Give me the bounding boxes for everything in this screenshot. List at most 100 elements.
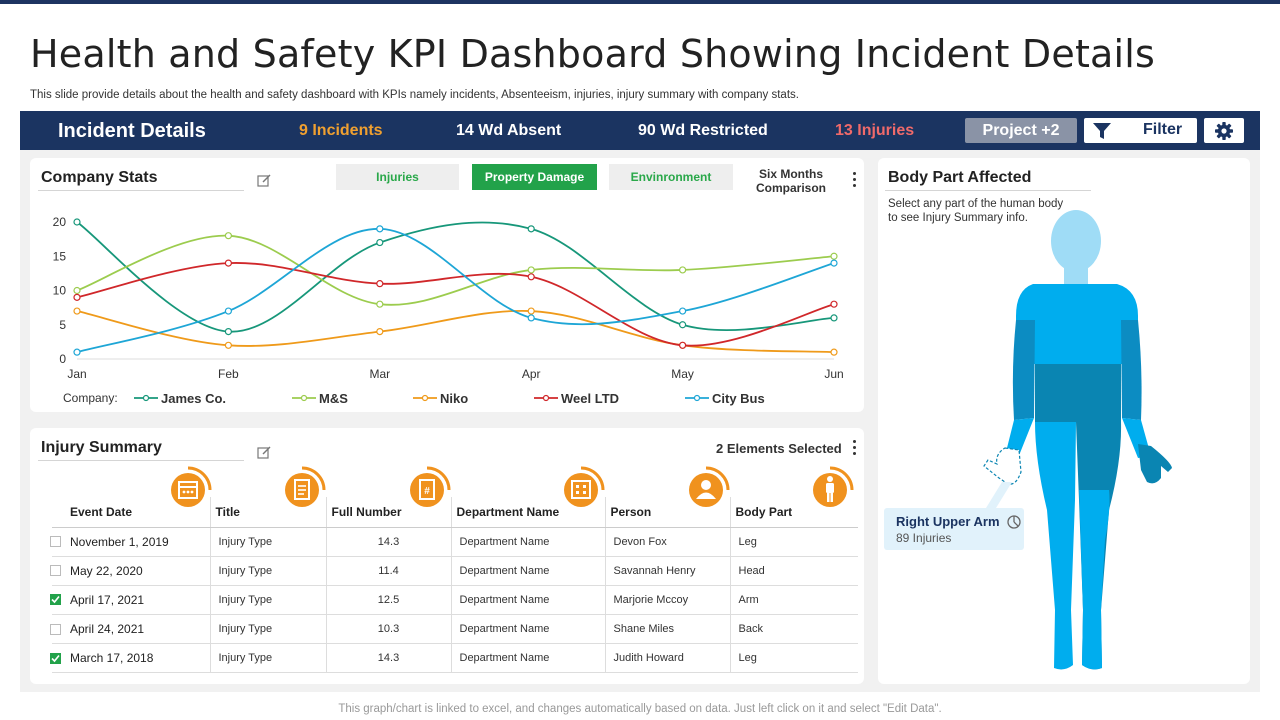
settings-button[interactable] (1204, 118, 1244, 143)
data-point[interactable] (830, 300, 838, 308)
body-left-upper-arm[interactable] (1121, 320, 1142, 420)
body-left-leg-lower[interactable] (1079, 490, 1110, 670)
cell-event-date: May 22, 2020 (52, 556, 210, 586)
col-title[interactable]: Title (209, 497, 326, 528)
data-point[interactable] (376, 280, 384, 288)
row-checkbox[interactable] (50, 594, 61, 606)
col-body-part[interactable]: Body Part (729, 497, 858, 528)
data-point[interactable] (73, 286, 81, 295)
legend-label[interactable]: City Bus (712, 391, 765, 406)
injury-summary-menu-icon[interactable] (853, 440, 857, 458)
cell-event-date-text: April 24, 2021 (70, 621, 145, 636)
cell-person: Savannah Henry (604, 556, 730, 586)
y-tick-label: 5 (59, 318, 66, 332)
edit-icon[interactable] (256, 173, 272, 189)
data-point[interactable] (73, 348, 81, 356)
cell-title: Injury Type (209, 527, 326, 557)
kpi-incidents[interactable]: 9 Incidents (299, 122, 383, 139)
cell-person-text: Judith Howard (613, 651, 684, 664)
cell-title-text: Injury Type (218, 622, 273, 635)
data-point[interactable] (376, 238, 384, 247)
kpi-injuries[interactable]: 13 Injuries (835, 122, 915, 139)
check-icon (51, 654, 60, 662)
cell-full-number: 12.5 (325, 585, 451, 615)
environment-toggle[interactable]: Envinronment (609, 164, 733, 190)
data-point[interactable] (224, 328, 232, 336)
col-full-number[interactable]: Full Number (325, 497, 451, 528)
data-point[interactable] (224, 232, 232, 240)
cell-department: Department Name (450, 643, 605, 673)
table-row[interactable]: May 22, 2020 Injury Type 11.4 Department Na… (52, 556, 858, 586)
data-point[interactable] (678, 307, 687, 315)
injury-summary-title: Injury Summary (41, 439, 162, 456)
cell-full-number: 10.3 (325, 614, 451, 644)
row-checkbox[interactable] (50, 623, 61, 635)
filter-button[interactable]: Filter (1084, 118, 1197, 143)
cell-person-text: Shane Miles (613, 622, 675, 635)
data-point[interactable] (73, 218, 81, 226)
data-point[interactable] (224, 259, 232, 267)
data-point[interactable] (830, 314, 838, 322)
data-point[interactable] (376, 300, 384, 308)
data-point[interactable] (527, 307, 535, 315)
table-row[interactable]: April 24, 2021 Injury Type 10.3 Department … (52, 614, 858, 644)
data-point[interactable] (376, 225, 384, 233)
kpi-absent[interactable]: 14 Wd Absent (456, 122, 562, 139)
x-tick-label: Feb (218, 367, 239, 381)
injuries-toggle[interactable]: Injuries (336, 164, 459, 190)
data-point[interactable] (678, 341, 687, 349)
legend-label[interactable]: Weel LTD (561, 391, 619, 406)
body-right-leg[interactable] (1035, 422, 1076, 670)
data-point[interactable] (527, 273, 535, 281)
project-button[interactable]: Project +2 (965, 118, 1077, 143)
cell-body-part-text: Back (738, 622, 763, 635)
body-left-hand[interactable] (1138, 444, 1172, 484)
body-part-callout[interactable]: Right Upper Arm 89 Injuries (884, 508, 1024, 550)
callout-title: Right Upper Arm (896, 514, 1000, 529)
data-point[interactable] (73, 293, 81, 301)
data-point[interactable] (376, 328, 384, 336)
data-point[interactable] (678, 321, 687, 329)
comparison-line-1: Six Months (758, 167, 823, 181)
data-point[interactable] (224, 307, 232, 315)
data-point[interactable] (527, 225, 535, 233)
cell-body-part-text: Leg (738, 535, 757, 548)
cell-person: Marjorie Mccoy (604, 585, 730, 615)
data-point[interactable] (830, 348, 838, 356)
legend-label[interactable]: James Co. (161, 391, 226, 406)
data-point[interactable] (527, 266, 535, 274)
table-row[interactable]: March 17, 2018 Injury Type 14.3 Department … (52, 643, 858, 673)
data-point[interactable] (830, 259, 838, 267)
body-abdomen[interactable] (1035, 364, 1121, 422)
legend-label[interactable]: M&S (319, 391, 348, 406)
data-point[interactable] (830, 252, 838, 260)
cell-title-text: Injury Type (218, 651, 273, 664)
kpi-restricted[interactable]: 90 Wd Restricted (638, 122, 768, 139)
row-checkbox[interactable] (50, 652, 61, 664)
cell-department-text: Department Name (459, 651, 550, 664)
row-checkbox[interactable] (50, 565, 61, 577)
table-row[interactable]: November 1, 2019 Injury Type 14.3 Departmen… (52, 527, 858, 557)
table-row[interactable]: April 17, 2021 Injury Type 12.5 Department … (52, 585, 858, 615)
cell-title-text: Injury Type (218, 564, 273, 577)
body-right-upper-arm[interactable] (1012, 320, 1035, 420)
property-damage-toggle[interactable]: Property Damage (472, 164, 597, 190)
row-checkbox[interactable] (50, 536, 61, 547)
company-stats-menu-icon[interactable] (853, 172, 857, 190)
cell-department-text: Department Name (459, 564, 550, 577)
col-department[interactable]: Department Name (450, 497, 605, 528)
cell-title: Injury Type (209, 556, 326, 586)
col-person[interactable]: Person (604, 497, 730, 528)
data-point[interactable] (527, 314, 535, 322)
legend-label[interactable]: Niko (440, 391, 468, 406)
body-right-hand[interactable] (983, 447, 1022, 485)
series-line-3 (76, 262, 835, 347)
data-point[interactable] (678, 266, 687, 274)
body-head[interactable] (1051, 210, 1101, 285)
six-months-comparison[interactable]: Six Months Comparison (745, 167, 837, 195)
col-event-date[interactable]: Event Date (52, 497, 210, 528)
data-point[interactable] (224, 341, 232, 349)
edit-icon[interactable] (256, 445, 272, 461)
body-right-forearm[interactable] (1005, 418, 1034, 458)
data-point[interactable] (73, 307, 81, 315)
